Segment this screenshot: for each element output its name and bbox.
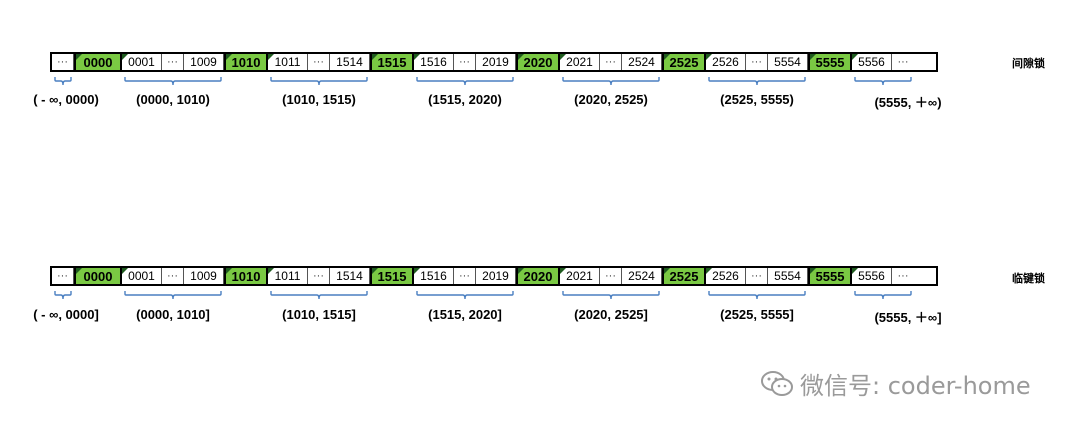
ellipsis-cell: ···	[897, 56, 909, 68]
key-cell: 1515	[370, 268, 420, 284]
key-cell: 5555	[808, 54, 858, 70]
watermark-text: 微信号: coder-home	[800, 372, 1031, 400]
row-title: 间隙锁	[1012, 57, 1045, 70]
record-cell: 2019	[476, 54, 516, 70]
interval-brace	[708, 290, 806, 300]
ellipsis-cell: ···	[52, 268, 74, 284]
ellipsis-cell: ···	[454, 54, 476, 70]
interval-label: (0000, 1010)	[136, 92, 210, 107]
record-cell: 2021	[560, 268, 600, 284]
interval-brace	[708, 76, 806, 86]
record-cell: 0001	[122, 268, 162, 284]
ellipsis-cell: ···	[600, 268, 622, 284]
record-cell: 2526	[706, 268, 746, 284]
key-cell: 2020	[516, 54, 566, 70]
watermark: 微信号: coder-home	[760, 366, 1031, 401]
record-cell: 2524	[622, 268, 662, 284]
interval-brace	[854, 290, 912, 300]
record-cell: 1514	[330, 268, 370, 284]
key-cell: 0000	[74, 54, 128, 70]
record-cell: 0001	[122, 54, 162, 70]
interval-brace	[416, 76, 514, 86]
interval-label: (2525, 5555)	[720, 92, 794, 107]
record-cell: 2524	[622, 54, 662, 70]
interval-label: (2525, 5555]	[720, 307, 794, 322]
record-cell: 1009	[184, 268, 224, 284]
interval-brace	[854, 76, 912, 86]
ellipsis-cell: ···	[746, 54, 768, 70]
interval-label: (5555, ＋∞]	[874, 310, 942, 325]
ellipsis-cell: ···	[162, 54, 184, 70]
interval-brace	[124, 76, 222, 86]
interval-brace	[270, 290, 368, 300]
interval-brace	[416, 290, 514, 300]
record-cell: 1009	[184, 54, 224, 70]
interval-brace	[54, 76, 72, 86]
ellipsis-cell: ···	[162, 268, 184, 284]
interval-brace	[124, 290, 222, 300]
ellipsis-cell: ···	[308, 54, 330, 70]
record-cell: 5554	[768, 54, 808, 70]
index-strip: ··· 0000 0001 ··· 1009 1010 1011 ··· 1514 1515 151…	[50, 266, 938, 286]
ellipsis-cell: ···	[600, 54, 622, 70]
key-cell: 2525	[662, 54, 712, 70]
key-cell: 1010	[224, 268, 274, 284]
key-cell: 1010	[224, 54, 274, 70]
record-cell: 5556	[852, 268, 892, 284]
index-strip: ··· 0000 0001 ··· 1009 1010 1011 ··· 1514 1515 151…	[50, 52, 938, 72]
interval-label: (1515, 2020)	[428, 92, 502, 107]
interval-label: (0000, 1010]	[136, 307, 210, 322]
record-cell: 1516	[414, 54, 454, 70]
interval-label: (1010, 1515]	[282, 307, 356, 322]
interval-brace	[270, 76, 368, 86]
interval-label: ( - ∞, 0000]	[33, 307, 99, 322]
ellipsis-cell: ···	[52, 54, 74, 70]
wechat-icon	[761, 370, 793, 396]
row-title: 临键锁	[1012, 272, 1045, 285]
key-cell: 5555	[808, 268, 858, 284]
interval-label: ( - ∞, 0000)	[33, 92, 99, 107]
ellipsis-cell: ···	[308, 268, 330, 284]
record-cell: 5556	[852, 54, 892, 70]
record-cell: 1011	[268, 268, 308, 284]
key-cell: 0000	[74, 268, 128, 284]
interval-label: (2020, 2525)	[574, 92, 648, 107]
key-cell: 1515	[370, 54, 420, 70]
record-cell: 2526	[706, 54, 746, 70]
key-cell: 2525	[662, 268, 712, 284]
interval-label: (2020, 2525]	[574, 307, 648, 322]
interval-brace	[54, 290, 72, 300]
ellipsis-cell: ···	[746, 268, 768, 284]
interval-brace	[562, 76, 660, 86]
record-cell: 1514	[330, 54, 370, 70]
record-cell: 5554	[768, 268, 808, 284]
key-cell: 2020	[516, 268, 566, 284]
record-cell: 1516	[414, 268, 454, 284]
ellipsis-cell: ···	[897, 270, 909, 282]
interval-label: (1010, 1515)	[282, 92, 356, 107]
ellipsis-cell: ···	[454, 268, 476, 284]
record-cell: 2021	[560, 54, 600, 70]
interval-label: (5555, ＋∞)	[874, 95, 942, 110]
record-cell: 2019	[476, 268, 516, 284]
interval-brace	[562, 290, 660, 300]
interval-label: (1515, 2020]	[428, 307, 502, 322]
record-cell: 1011	[268, 54, 308, 70]
